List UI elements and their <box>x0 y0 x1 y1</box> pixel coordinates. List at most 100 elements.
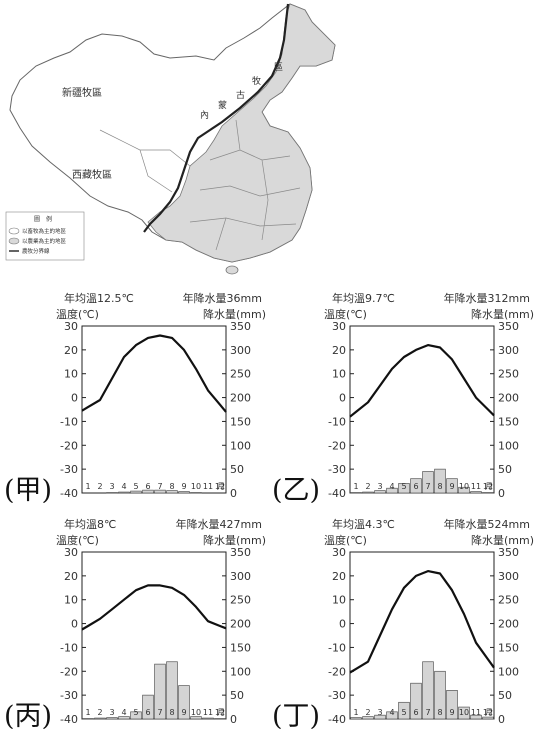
plot-frame <box>349 551 495 720</box>
month-tick-label: 8 <box>437 482 442 491</box>
temp-tick-label: -10 <box>328 641 346 654</box>
precip-tick-label: 100 <box>230 665 251 678</box>
precip-tick-label: 50 <box>498 689 512 702</box>
agro-pastoral-boundary <box>143 3 290 233</box>
temp-tick-label: 0 <box>339 618 346 631</box>
precip-bar <box>446 690 458 720</box>
precip-tick-label: 0 <box>230 487 237 500</box>
farm-region <box>147 3 336 263</box>
precip-tick-label: 350 <box>230 320 251 333</box>
temperature-line <box>81 334 227 413</box>
province-lines <box>99 119 301 251</box>
annual-precip: 年降水量427mm <box>176 517 262 531</box>
month-tick-label: 10 <box>459 708 469 717</box>
china-agriculture-map: 新疆牧區 西藏牧區 區 牧 古 蒙 內 圖 例 以畜牧為主的地區 以農業為主的地… <box>5 3 336 275</box>
temp-tick-label: -30 <box>328 463 346 476</box>
month-unit: 月 <box>485 482 493 491</box>
precip-tick-label: 100 <box>230 439 251 452</box>
precip-bar <box>470 491 482 494</box>
plot-frame <box>349 325 495 494</box>
month-tick-label: 7 <box>157 482 162 491</box>
month-tick-label: 5 <box>133 708 138 717</box>
month-tick-label: 4 <box>389 708 394 717</box>
precip-bar <box>190 716 202 720</box>
precip-bar <box>374 714 386 720</box>
precip-bar <box>130 490 142 494</box>
legend-title: 圖 例 <box>34 215 52 223</box>
month-tick-label: 3 <box>377 708 382 717</box>
month-unit: 月 <box>217 482 225 491</box>
label-xinjiang: 新疆牧區 <box>62 86 102 99</box>
precip-bar <box>470 714 482 720</box>
precip-bar <box>362 716 374 720</box>
month-unit: 月 <box>485 708 493 717</box>
month-tick-label: 3 <box>109 708 114 717</box>
precip-bar <box>94 717 106 720</box>
precip-bar <box>446 478 458 494</box>
month-tick-label: 4 <box>389 482 394 491</box>
month-tick-label: 11 <box>203 482 213 491</box>
temp-tick-label: -40 <box>60 713 78 726</box>
month-tick-label: 5 <box>133 482 138 491</box>
temp-tick-label: -20 <box>328 439 346 452</box>
temp-tick-label: 10 <box>332 368 346 381</box>
panel-label: (丁) <box>272 701 320 729</box>
temp-tick-label: -10 <box>60 415 78 428</box>
precip-bar <box>178 491 190 494</box>
precip-tick-label: 150 <box>230 641 251 654</box>
month-tick-label: 3 <box>109 482 114 491</box>
precip-tick-label: 300 <box>230 570 251 583</box>
precip-tick-label: 0 <box>498 487 505 500</box>
month-tick-label: 4 <box>121 482 126 491</box>
temp-tick-label: 30 <box>64 546 78 559</box>
y-axis-label-left: 溫度(℃) <box>56 307 99 321</box>
temp-tick-label: -10 <box>328 415 346 428</box>
month-tick-label: 2 <box>97 708 102 717</box>
y-axis-label-right: 降水量(mm) <box>471 533 534 547</box>
month-tick-label: 1 <box>85 708 90 717</box>
panel-label: (丙) <box>4 701 52 729</box>
precip-bar <box>458 706 470 720</box>
annual-precip: 年降水量312mm <box>444 291 530 305</box>
precip-tick-label: 300 <box>498 570 519 583</box>
precip-bar <box>166 661 178 720</box>
month-tick-label: 9 <box>181 482 186 491</box>
month-tick-label: 1 <box>353 482 358 491</box>
temp-tick-label: 30 <box>332 320 346 333</box>
temp-tick-label: 30 <box>64 320 78 333</box>
precip-bar <box>106 717 118 720</box>
precip-bar <box>410 682 422 720</box>
temp-tick-label: 0 <box>71 618 78 631</box>
month-tick-label: 8 <box>169 708 174 717</box>
month-tick-label: 7 <box>157 708 162 717</box>
y-axis-label-right: 降水量(mm) <box>203 533 266 547</box>
month-tick-label: 12 <box>215 708 225 717</box>
legend-item-boundary: 農牧分界線 <box>22 247 50 255</box>
temp-tick-label: 10 <box>64 368 78 381</box>
month-tick-label: 10 <box>191 708 201 717</box>
month-tick-label: 12 <box>215 482 225 491</box>
month-tick-label: 1 <box>353 708 358 717</box>
plot-frame <box>81 325 227 494</box>
temp-tick-label: 30 <box>332 546 346 559</box>
precip-bar <box>154 663 166 720</box>
temp-tick-label: -30 <box>60 463 78 476</box>
precip-bar <box>458 486 470 494</box>
precip-tick-label: 250 <box>498 368 519 381</box>
precip-bar <box>422 471 434 494</box>
legend-swatch-farm <box>8 237 20 245</box>
precip-bar <box>118 716 130 720</box>
month-tick-label: 10 <box>191 482 201 491</box>
precip-tick-label: 150 <box>498 641 519 654</box>
legend-item-pasture: 以畜牧為主的地區 <box>22 227 67 235</box>
annual-temp: 年均溫9.7℃ <box>332 291 395 305</box>
month-tick-label: 8 <box>169 482 174 491</box>
month-tick-label: 11 <box>471 708 481 717</box>
temp-tick-label: 0 <box>71 392 78 405</box>
month-tick-label: 5 <box>401 482 406 491</box>
precip-bar <box>154 489 166 494</box>
precip-tick-label: 50 <box>498 463 512 476</box>
precip-tick-label: 100 <box>498 665 519 678</box>
month-tick-label: 6 <box>145 482 150 491</box>
